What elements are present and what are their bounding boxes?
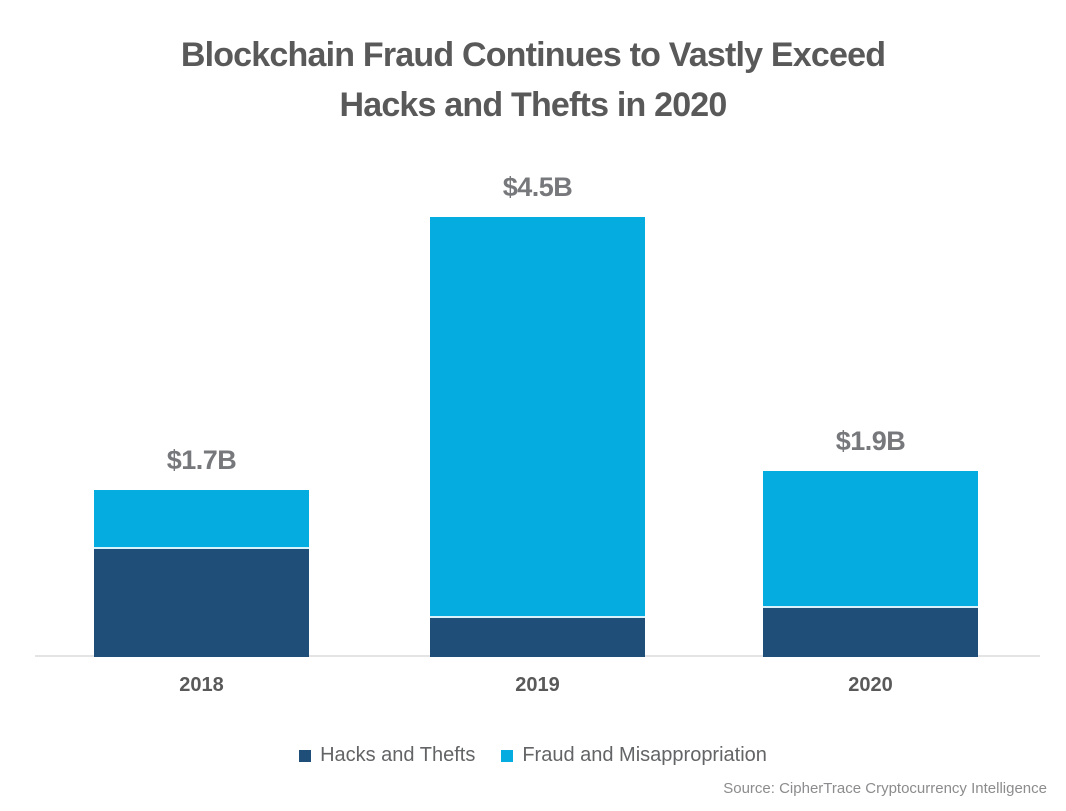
bar-segment-hacks: [430, 618, 645, 657]
legend-item-hacks: Hacks and Thefts: [299, 744, 475, 767]
bar-total-label: $1.9B: [835, 426, 906, 456]
legend: Hacks and Thefts Fraud and Misappropriat…: [0, 744, 1066, 767]
x-tick-label: 2018: [179, 674, 224, 696]
legend-swatch-fraud-icon: [501, 749, 514, 762]
bar-group-2018: $1.7B 2018: [94, 445, 309, 696]
bar-group-2020: $1.9B 2020: [763, 426, 978, 696]
bar-segment-fraud: [94, 490, 309, 549]
legend-item-fraud: Fraud and Misappropriation: [501, 744, 767, 767]
bar-segment-fraud: [763, 471, 978, 608]
bar-stack: [763, 471, 978, 657]
bar-group-2019: $4.5B 2019: [430, 172, 645, 696]
bar-segment-fraud: [430, 217, 645, 618]
chart-title-line2: Hacks and Thefts in 2020: [339, 86, 727, 124]
legend-swatch-hacks-icon: [299, 749, 312, 762]
bar-stack: [430, 217, 645, 657]
bar-total-label: $4.5B: [502, 172, 573, 202]
legend-label-fraud: Fraud and Misappropriation: [522, 744, 767, 766]
x-tick-label: 2020: [848, 674, 893, 696]
source-attribution: Source: CipherTrace Cryptocurrency Intel…: [723, 780, 1047, 797]
bar-segment-hacks: [763, 608, 978, 657]
bar-total-label: $1.7B: [166, 445, 237, 475]
bar-segment-hacks: [94, 549, 309, 657]
x-tick-label: 2019: [515, 674, 560, 696]
legend-label-hacks: Hacks and Thefts: [320, 744, 476, 766]
chart-title-line1: Blockchain Fraud Continues to Vastly Exc…: [180, 36, 886, 74]
chart-title: Blockchain Fraud Continues to Vastly Exc…: [0, 30, 1066, 130]
bar-stack: [94, 490, 309, 657]
